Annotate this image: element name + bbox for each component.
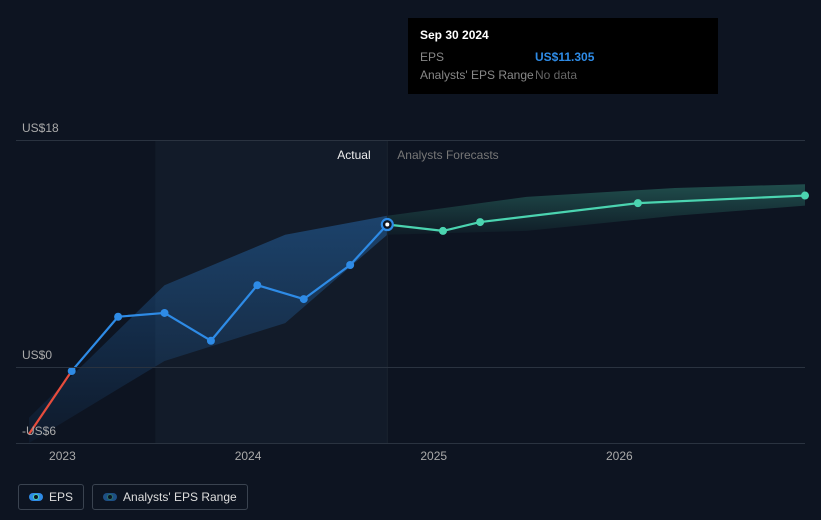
legend-swatch-eps xyxy=(29,493,43,501)
x-axis-tick-label: 2023 xyxy=(49,449,76,463)
legend-swatch-range xyxy=(103,493,117,501)
x-axis-tick-label: 2024 xyxy=(235,449,262,463)
tooltip-table: EPS US$11.305 Analysts' EPS Range No dat… xyxy=(420,48,706,84)
y-gridline xyxy=(16,443,805,444)
tooltip-eps-label: EPS xyxy=(420,48,535,66)
y-gridline xyxy=(16,140,805,141)
legend-range-label: Analysts' EPS Range xyxy=(123,490,237,504)
legend-dot-icon xyxy=(33,494,39,500)
tooltip-date: Sep 30 2024 xyxy=(420,28,706,42)
x-axis-tick-label: 2025 xyxy=(420,449,447,463)
y-axis-tick-label: US$0 xyxy=(22,348,52,362)
eps-chart: US$18 US$0 -US$6 2023 2024 2025 2026 Actual A… xyxy=(0,0,821,520)
chart-tooltip: Sep 30 2024 EPS US$11.305 Analysts' EPS … xyxy=(408,18,718,94)
tooltip-range-value: No data xyxy=(535,66,706,84)
legend-item-eps[interactable]: EPS xyxy=(18,484,84,510)
legend-item-range[interactable]: Analysts' EPS Range xyxy=(92,484,248,510)
actual-section-label: Actual xyxy=(337,148,370,162)
tooltip-eps-value: US$11.305 xyxy=(535,48,706,66)
tooltip-row-range: Analysts' EPS Range No data xyxy=(420,66,706,84)
y-axis-tick-label: -US$6 xyxy=(22,424,56,438)
legend-eps-label: EPS xyxy=(49,490,73,504)
tooltip-row-eps: EPS US$11.305 xyxy=(420,48,706,66)
y-axis-tick-label: US$18 xyxy=(22,121,59,135)
legend-dot-icon xyxy=(107,494,113,500)
forecast-section-label: Analysts Forecasts xyxy=(397,148,498,162)
y-gridline xyxy=(16,367,805,368)
chart-legend: EPS Analysts' EPS Range xyxy=(18,484,248,510)
tooltip-range-label: Analysts' EPS Range xyxy=(420,66,535,84)
x-axis-tick-label: 2026 xyxy=(606,449,633,463)
